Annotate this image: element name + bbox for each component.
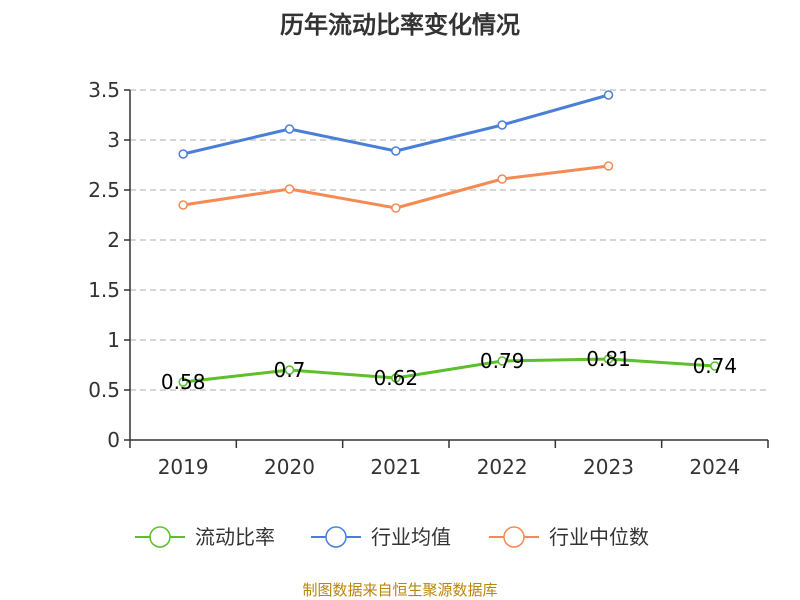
data-label: 0.7 (274, 358, 306, 382)
y-tick-label: 0 (107, 428, 120, 452)
y-tick-label: 1.5 (88, 278, 120, 302)
x-tick-label: 2022 (477, 455, 528, 479)
legend-label: 行业中位数 (549, 525, 649, 549)
data-point[interactable] (391, 373, 401, 383)
data-label: 0.81 (586, 347, 631, 371)
legend-marker (503, 526, 525, 548)
y-tick-label: 0.5 (88, 378, 120, 402)
data-label: 0.74 (693, 354, 738, 378)
data-point[interactable] (497, 120, 507, 130)
legend-marker (149, 526, 171, 548)
grid (130, 89, 768, 391)
data-point[interactable] (497, 356, 507, 366)
legend-item-1[interactable]: 行业均值 (311, 525, 451, 549)
legend-label: 流动比率 (195, 525, 275, 549)
chart-title: 历年流动比率变化情况 (280, 11, 520, 39)
series-line-2 (182, 164, 609, 210)
series-line-0 (182, 357, 715, 384)
legend[interactable]: 流动比率 行业均值 行业中位数 (135, 525, 649, 549)
series-line-1 (182, 93, 609, 156)
y-tick-label: 1 (107, 328, 120, 352)
x-tick-label: 2024 (689, 455, 740, 479)
legend-item-0[interactable]: 流动比率 (135, 525, 275, 549)
data-point[interactable] (178, 200, 188, 210)
x-tick-label: 2019 (158, 455, 209, 479)
data-point[interactable] (603, 161, 614, 171)
source-note: 制图数据来自恒生聚源数据库 (302, 581, 497, 599)
y-tick-label: 3 (107, 128, 120, 152)
data-point[interactable] (284, 184, 295, 194)
legend-item-2[interactable]: 行业中位数 (489, 525, 649, 549)
legend-marker (325, 526, 347, 548)
data-point[interactable] (603, 90, 614, 100)
data-label: 0.62 (374, 366, 419, 390)
data-label: 0.79 (480, 349, 525, 373)
data-point[interactable] (284, 365, 295, 375)
data-point[interactable] (603, 354, 614, 364)
data-point[interactable] (710, 361, 720, 371)
data-point[interactable] (178, 377, 188, 387)
data-point[interactable] (391, 203, 401, 213)
y-tick-label: 3.5 (88, 78, 120, 102)
x-tick-label: 2023 (583, 455, 634, 479)
x-tick-label: 2021 (370, 455, 421, 479)
axes: 0 0.5 1 1.5 2 2.5 3 3.5 2019 2020 2021 2022 2023 2024 (88, 78, 769, 479)
data-point[interactable] (497, 174, 507, 184)
data-label: 0.58 (161, 370, 206, 394)
y-tick-label: 2 (107, 228, 120, 252)
data-point[interactable] (178, 149, 188, 159)
data-point[interactable] (284, 124, 295, 134)
legend-label: 行业均值 (371, 525, 451, 549)
series (178, 90, 720, 387)
y-tick-label: 2.5 (88, 178, 120, 202)
data-point[interactable] (391, 146, 401, 156)
x-tick-label: 2020 (264, 455, 315, 479)
data-labels: 0.58 0.7 0.62 0.79 0.81 0.74 (161, 347, 737, 394)
